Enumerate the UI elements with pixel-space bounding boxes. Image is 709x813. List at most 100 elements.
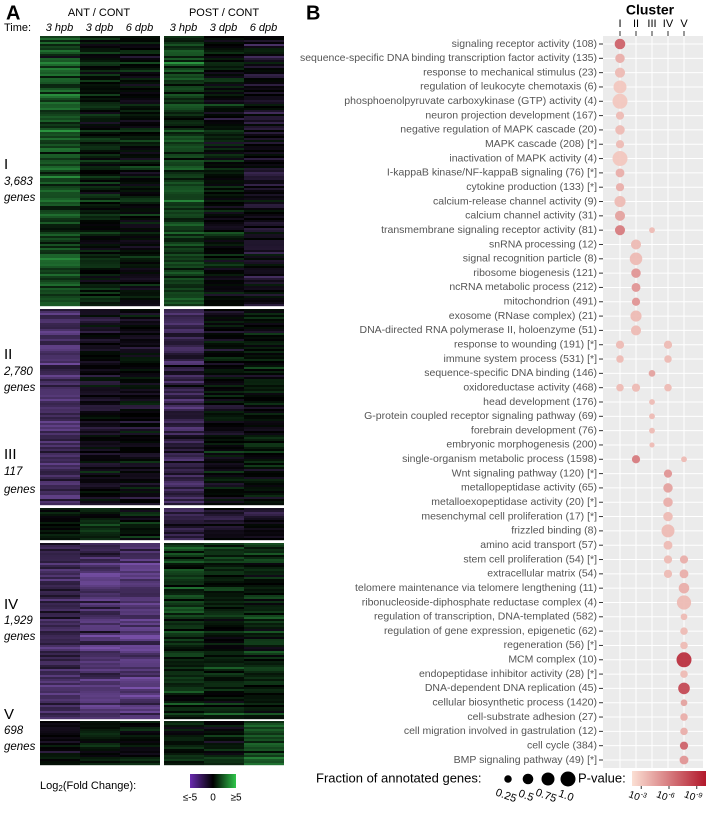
heatmap-cell [244, 323, 284, 326]
term-label: cell cycle (384) [527, 739, 597, 751]
heatmap-cell [164, 274, 204, 277]
heatmap-cell [40, 583, 80, 586]
heatmap-cell [120, 270, 160, 273]
enrichment-dot [615, 183, 625, 192]
heatmap-cell [204, 569, 244, 572]
heatmap-cell [120, 321, 160, 324]
heatmap-cell [40, 559, 80, 562]
heatmap-cell [120, 212, 160, 215]
heatmap-cell [164, 94, 204, 97]
heatmap-cell [120, 60, 160, 63]
heatmap-cell [120, 534, 160, 537]
heatmap-cell [80, 449, 120, 452]
heatmap-cell [120, 591, 160, 594]
heatmap-cell [244, 613, 284, 616]
heatmap-cell [244, 313, 284, 316]
heatmap-cell [80, 475, 120, 478]
heatmap-cell [80, 641, 120, 644]
heatmap-cell [80, 733, 120, 736]
heatmap-cell [40, 461, 80, 464]
heatmap-cell [204, 573, 244, 576]
heatmap-cell [164, 194, 204, 197]
heatmap-cell [120, 453, 160, 456]
heatmap-cell [80, 188, 120, 191]
heatmap-cell [120, 182, 160, 185]
heatmap-cell [204, 196, 244, 199]
heatmap-cell [244, 212, 284, 215]
heatmap-cell [40, 212, 80, 215]
heatmap-cell [244, 373, 284, 376]
heatmap-cell [244, 272, 284, 275]
heatmap-cell [164, 555, 204, 558]
heatmap-cell [204, 82, 244, 85]
heatmap-cell [204, 581, 244, 584]
heatmap-cell [120, 516, 160, 519]
heatmap-cell [120, 300, 160, 303]
heatmap-cell [80, 272, 120, 275]
heatmap-cell [244, 559, 284, 562]
heatmap-cell [244, 615, 284, 618]
heatmap-cell [120, 581, 160, 584]
heatmap-cell [164, 381, 204, 384]
enrichment-dot [614, 210, 626, 221]
heatmap-cell [164, 737, 204, 740]
heatmap-cell [204, 647, 244, 650]
heatmap-cell [164, 124, 204, 127]
heatmap-cell [204, 331, 244, 334]
heatmap-cell [120, 611, 160, 614]
heatmap-cell [164, 367, 204, 370]
heatmap-cell [244, 168, 284, 171]
color-legend-label: P-value: [578, 770, 626, 785]
heatmap-cell [120, 298, 160, 301]
heatmap-cell [204, 514, 244, 517]
heatmap-cell [164, 80, 204, 83]
heatmap-cell [120, 208, 160, 211]
term-label: MAPK cascade (208) [*] [485, 138, 597, 150]
heatmap-cell [204, 705, 244, 708]
heatmap-cell [164, 475, 204, 478]
heatmap-cell [204, 713, 244, 716]
heatmap-cell [120, 206, 160, 209]
heatmap-cell [244, 142, 284, 145]
heatmap-cell [204, 437, 244, 440]
heatmap-cell [164, 78, 204, 81]
heatmap-cell [80, 605, 120, 608]
heatmap-cell [164, 385, 204, 388]
heatmap-cell [164, 329, 204, 332]
heatmap-cell [40, 331, 80, 334]
heatmap-cell [80, 196, 120, 199]
heatmap-cell [40, 152, 80, 155]
heatmap-cell [164, 379, 204, 382]
heatmap-cell [164, 491, 204, 494]
heatmap-cell [204, 516, 244, 519]
heatmap-cell [40, 202, 80, 205]
heatmap-cell [80, 749, 120, 752]
heatmap-cell [204, 731, 244, 734]
heatmap-cell [40, 503, 80, 506]
heatmap-cell [40, 479, 80, 482]
heatmap-cell [120, 343, 160, 346]
heatmap-cell [164, 717, 204, 720]
heatmap-cell [204, 353, 244, 356]
heatmap-cell [164, 473, 204, 476]
heatmap-cell [164, 210, 204, 213]
heatmap-cell [244, 60, 284, 63]
heatmap-cell [80, 403, 120, 406]
heatmap-cell [164, 673, 204, 676]
heatmap-cell [244, 587, 284, 590]
heatmap-cell [164, 369, 204, 372]
enrichment-dot [676, 595, 692, 610]
heatmap-cell [40, 64, 80, 67]
heatmap-cell [164, 327, 204, 330]
heatmap-cell [80, 80, 120, 83]
heatmap-cell [164, 661, 204, 664]
heatmap-cell [164, 681, 204, 684]
heatmap-cell [80, 667, 120, 670]
heatmap-cell [80, 228, 120, 231]
heatmap-cell [244, 188, 284, 191]
term-label: sequence-specific DNA binding (146) [424, 367, 597, 379]
heatmap-cell [120, 559, 160, 562]
heatmap-cell [244, 385, 284, 388]
enrichment-dot [616, 355, 624, 363]
heatmap-cell [120, 577, 160, 580]
